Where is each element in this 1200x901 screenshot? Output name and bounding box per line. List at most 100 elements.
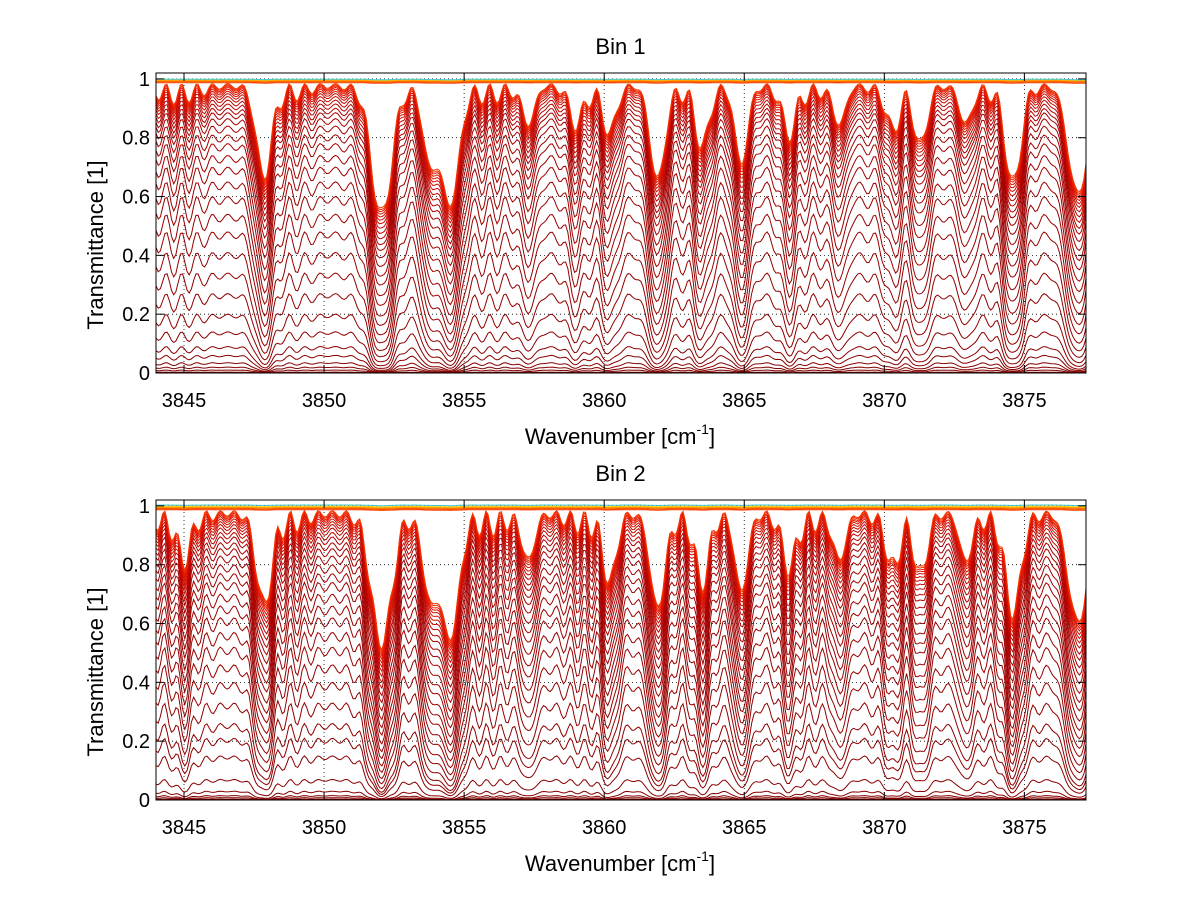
x-tick-label: 3875 bbox=[1002, 390, 1047, 412]
series-line bbox=[156, 345, 1086, 371]
axes-frame bbox=[155, 499, 1087, 801]
series-line bbox=[156, 180, 1086, 317]
series-line bbox=[156, 80, 1086, 82]
series-line bbox=[156, 142, 1086, 286]
series-line bbox=[156, 354, 1086, 372]
series-line bbox=[156, 292, 1086, 363]
series-line bbox=[156, 508, 1086, 510]
series-line bbox=[156, 755, 1086, 798]
series-line bbox=[156, 107, 1086, 246]
series-line bbox=[156, 797, 1086, 800]
series-line bbox=[156, 366, 1086, 373]
series-line bbox=[156, 81, 1086, 83]
chart-title: Bin 2 bbox=[595, 461, 645, 486]
series-line bbox=[156, 778, 1086, 800]
x-tick-label: 3850 bbox=[302, 817, 347, 839]
series-line bbox=[156, 125, 1086, 268]
x-axis-label-superscript: -1 bbox=[697, 421, 710, 437]
x-axis-label-suffix: ] bbox=[709, 424, 715, 449]
x-tick-label: 3860 bbox=[582, 817, 627, 839]
series-line bbox=[156, 572, 1086, 729]
series-line bbox=[156, 790, 1086, 800]
series-line bbox=[156, 581, 1086, 737]
series-line bbox=[156, 506, 1086, 508]
series-line bbox=[156, 541, 1086, 697]
chart-title: Bin 1 bbox=[595, 34, 645, 59]
series-line bbox=[156, 272, 1086, 358]
series-line bbox=[156, 531, 1086, 684]
series-line bbox=[156, 313, 1086, 367]
series-line bbox=[156, 663, 1086, 780]
x-axis-label: Wavenumber [cm-1] bbox=[525, 848, 715, 876]
series-line bbox=[156, 371, 1086, 373]
x-axis-label-superscript: -1 bbox=[697, 848, 710, 864]
y-tick-label: 1 bbox=[139, 496, 150, 518]
x-tick-label: 3870 bbox=[862, 390, 907, 412]
x-axis-label: Wavenumber [cm-1] bbox=[525, 421, 715, 449]
x-tick-label: 3850 bbox=[302, 390, 347, 412]
series-line bbox=[156, 80, 1086, 83]
series-line bbox=[156, 631, 1086, 767]
series-line bbox=[156, 681, 1086, 785]
series-line bbox=[156, 82, 1086, 84]
y-axis-label: Transmittance [1] bbox=[83, 160, 108, 329]
x-axis-label-main: Wavenumber [cm bbox=[525, 851, 697, 876]
series-line bbox=[156, 111, 1086, 252]
x-tick-label: 3855 bbox=[442, 390, 487, 412]
series-line bbox=[156, 195, 1086, 326]
series-line bbox=[156, 117, 1086, 259]
series-group bbox=[156, 78, 1086, 373]
x-tick-label: 3865 bbox=[722, 817, 767, 839]
y-tick-label: 0.6 bbox=[122, 614, 150, 636]
series-line bbox=[156, 369, 1086, 373]
series-line bbox=[156, 604, 1086, 753]
series-line bbox=[156, 362, 1086, 373]
series-line bbox=[156, 505, 1086, 508]
y-tick-label: 0.4 bbox=[122, 245, 150, 267]
x-tick-label: 3865 bbox=[722, 390, 767, 412]
series-line bbox=[156, 592, 1086, 745]
x-tick-label: 3845 bbox=[162, 390, 207, 412]
series-line bbox=[156, 103, 1086, 240]
y-tick-label: 0.2 bbox=[122, 304, 150, 326]
plot-area: 3845 3850 3855 3860 3865 3870 3875 0 0.2 0.4 0.6 0.… bbox=[122, 496, 1087, 839]
chart-panel-bin-1: Bin 1 Transmittance [1] Wavenumber [cm-1… bbox=[83, 34, 1087, 449]
series-line bbox=[156, 554, 1086, 712]
axes-frame bbox=[155, 72, 1087, 374]
y-tick-label: 0.8 bbox=[122, 555, 150, 577]
series-line bbox=[156, 535, 1086, 690]
series-line bbox=[156, 213, 1086, 336]
y-tick-label: 0.6 bbox=[122, 187, 150, 209]
series-group bbox=[156, 504, 1086, 800]
chart-panel-bin-2: Bin 2 Transmittance [1] Wavenumber [cm-1… bbox=[83, 461, 1087, 876]
series-line bbox=[156, 795, 1086, 800]
series-line bbox=[156, 509, 1086, 511]
x-axis-label-main: Wavenumber [cm bbox=[525, 424, 697, 449]
series-line bbox=[156, 331, 1086, 369]
series-line bbox=[156, 230, 1086, 344]
series-line bbox=[156, 737, 1086, 796]
y-tick-label: 0.4 bbox=[122, 672, 150, 694]
x-tick-label: 3870 bbox=[862, 817, 907, 839]
series-line bbox=[156, 504, 1086, 507]
x-tick-label: 3855 bbox=[442, 817, 487, 839]
x-tick-label: 3845 bbox=[162, 817, 207, 839]
series-line bbox=[156, 616, 1086, 760]
series-line bbox=[156, 701, 1086, 790]
y-tick-label: 0 bbox=[139, 363, 150, 385]
y-tick-label: 1 bbox=[139, 69, 150, 91]
x-tick-label: 3860 bbox=[582, 390, 627, 412]
series-line bbox=[156, 166, 1086, 306]
series-line bbox=[156, 95, 1086, 229]
y-tick-label: 0.2 bbox=[122, 731, 150, 753]
series-line bbox=[156, 547, 1086, 704]
plot-area: 3845 3850 3855 3860 3865 3870 3875 0 0.2 0.4 0.6 0.… bbox=[122, 69, 1087, 412]
series-line bbox=[156, 798, 1086, 800]
series-line bbox=[156, 82, 1086, 209]
series-line bbox=[156, 78, 1086, 81]
y-tick-label: 0.8 bbox=[122, 128, 150, 150]
series-line bbox=[156, 251, 1086, 352]
series-line bbox=[156, 99, 1086, 234]
series-line bbox=[156, 133, 1086, 277]
